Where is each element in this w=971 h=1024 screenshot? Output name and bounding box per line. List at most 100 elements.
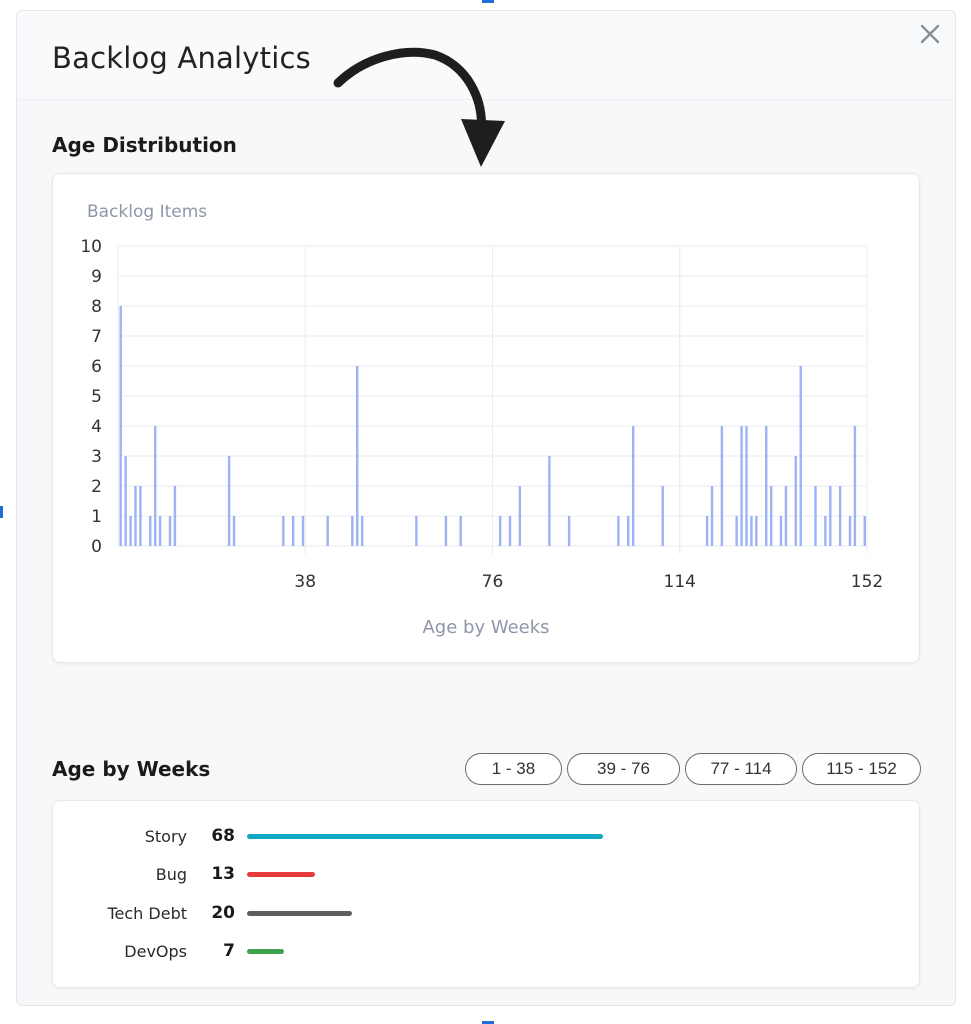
range-button-39-76[interactable]: 39 - 76: [567, 753, 680, 785]
bar: [735, 516, 738, 546]
bar: [282, 516, 285, 546]
type-label: DevOps: [124, 941, 187, 961]
type-bar: [247, 871, 315, 877]
range-button-115-152[interactable]: 115 - 152: [802, 753, 921, 785]
y-tick-label: 0: [91, 537, 102, 557]
bar: [173, 486, 177, 546]
bar: [838, 486, 842, 546]
type-bar: [247, 833, 603, 839]
resize-handle-top[interactable]: [482, 0, 494, 3]
bar: [129, 516, 132, 546]
bar: [548, 456, 551, 546]
bar: [617, 516, 620, 546]
bar: [518, 486, 522, 546]
bar: [444, 516, 448, 546]
age-distribution-title: Age Distribution: [52, 133, 237, 157]
backlog-analytics-modal: Backlog Analytics Age Distribution 0 1 2 3 4…: [16, 10, 956, 1006]
bar: [720, 426, 724, 546]
bar: [784, 486, 788, 546]
bar: [710, 486, 714, 546]
type-count: 20: [211, 903, 235, 923]
bar: [149, 516, 152, 546]
type-row-tech-debt: Tech Debt 20: [53, 902, 352, 924]
bar: [705, 516, 709, 546]
bar: [356, 366, 359, 546]
resize-handle-left[interactable]: [0, 506, 3, 518]
bar: [863, 516, 866, 546]
y-tick-label: 7: [91, 327, 102, 347]
age-by-weeks-card: Story 68 Bug 13 Tech Debt 20 DevOps 7: [52, 800, 920, 988]
x-axis-label: Age by Weeks: [422, 617, 549, 638]
range-button-1-38[interactable]: 1 - 38: [465, 753, 562, 785]
x-tick-label: 38: [294, 572, 316, 592]
week-range-filters: 1 - 38 39 - 76 77 - 114 115 - 152: [465, 753, 921, 785]
y-tick-label: 8: [91, 297, 102, 317]
bar: [755, 516, 758, 546]
bar: [415, 516, 418, 546]
bar: [740, 426, 743, 546]
bar: [153, 426, 157, 546]
bar: [139, 486, 142, 546]
bar: [508, 516, 512, 546]
age-distribution-card: 0 1 2 3 4 5 6 7 8 9 10 38 76 114 152 Backlog Items Age b…: [52, 173, 920, 663]
y-tick-label: 5: [91, 387, 102, 407]
type-label: Story: [144, 826, 187, 846]
type-row-devops: DevOps 7: [53, 940, 284, 962]
bar: [848, 516, 852, 546]
bar: [779, 516, 783, 546]
age-by-weeks-title: Age by Weeks: [52, 757, 211, 781]
y-tick-label: 4: [91, 417, 102, 437]
x-tick-label: 114: [664, 572, 696, 592]
close-icon: [920, 24, 940, 44]
bar: [119, 306, 122, 546]
y-tick-label: 2: [91, 477, 102, 497]
bar: [351, 516, 354, 546]
type-label: Bug: [155, 864, 187, 884]
age-distribution-chart: 0 1 2 3 4 5 6 7 8 9 10 38 76 114 152 Backlog Items Age b…: [80, 202, 883, 638]
resize-handle-bottom[interactable]: [482, 1021, 494, 1024]
bar: [360, 516, 364, 546]
bar: [661, 486, 664, 546]
bar: [301, 516, 305, 546]
modal-header: Backlog Analytics: [17, 11, 955, 100]
bar: [631, 426, 635, 546]
range-button-77-114[interactable]: 77 - 114: [685, 753, 797, 785]
bar: [853, 426, 857, 546]
bar: [745, 426, 748, 546]
modal-title: Backlog Analytics: [52, 41, 311, 75]
type-label: Tech Debt: [107, 903, 187, 923]
bar: [750, 516, 753, 546]
bar: [459, 516, 462, 546]
y-axis-label: Backlog Items: [87, 202, 207, 222]
y-tick-label: 10: [80, 237, 102, 257]
bar: [227, 456, 231, 546]
y-tick-label: 6: [91, 357, 102, 377]
close-button[interactable]: [917, 21, 943, 47]
type-bar: [247, 910, 352, 916]
type-count: 68: [211, 826, 235, 846]
type-bar: [247, 948, 284, 954]
bar: [794, 456, 797, 546]
bar: [498, 516, 502, 546]
x-tick-label: 76: [482, 572, 504, 592]
type-count: 7: [223, 941, 235, 961]
bar: [799, 366, 802, 546]
bar: [769, 486, 773, 546]
bar: [158, 516, 162, 546]
type-row-story: Story 68: [53, 825, 603, 847]
y-tick-label: 3: [91, 447, 102, 467]
bar: [291, 516, 295, 546]
bar: [567, 516, 571, 546]
y-tick-label: 9: [91, 267, 102, 287]
bar: [326, 516, 329, 546]
bar: [134, 486, 137, 546]
type-row-bug: Bug 13: [53, 863, 315, 885]
bar: [168, 516, 172, 546]
y-tick-label: 1: [91, 507, 102, 527]
bar: [814, 486, 817, 546]
bar: [829, 486, 832, 546]
bar: [124, 456, 127, 546]
x-tick-label: 152: [851, 572, 883, 592]
bar: [765, 426, 768, 546]
type-count: 13: [211, 864, 235, 884]
